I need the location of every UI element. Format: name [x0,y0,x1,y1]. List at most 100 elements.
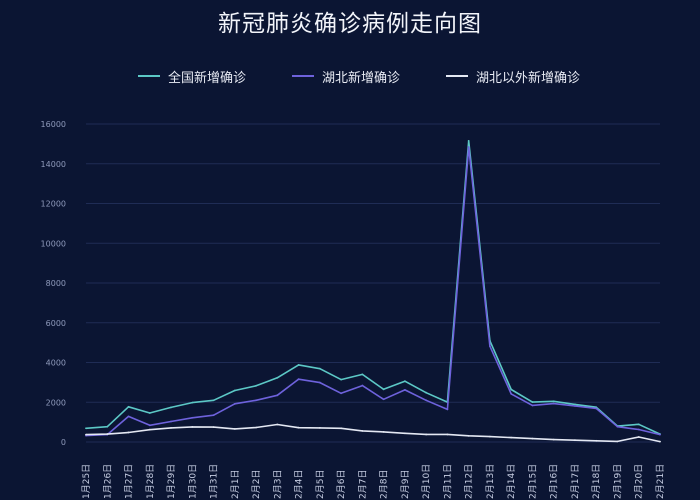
y-tick-label: 10000 [41,239,66,248]
data-point [425,433,428,436]
x-tick-label: 2月9日 [400,470,411,499]
data-point [595,407,598,410]
x-tick-label: 2月14日 [506,464,517,499]
y-tick-label: 2000 [46,398,66,407]
y-tick-label: 0 [61,438,66,447]
data-point [212,399,215,402]
data-point [446,408,449,411]
data-point [297,426,300,429]
data-point [255,399,257,402]
data-point [191,425,194,428]
data-point [255,384,257,387]
legend-item-hubei: 湖北新增确诊 [292,66,400,86]
data-point [425,391,428,394]
x-tick-label: 1月31日 [209,464,220,499]
data-point [340,392,343,395]
data-point [552,438,555,441]
data-point [233,402,236,405]
data-point [425,399,428,402]
data-point [403,432,406,435]
y-tick-label: 8000 [46,279,66,288]
data-point [297,363,300,366]
chart-title: 新冠肺炎确诊病例走向图 [218,11,482,37]
x-tick-label: 1月29日 [166,464,177,499]
data-point [127,431,130,434]
x-tick-label: 2月10日 [421,464,432,499]
data-point [552,400,555,403]
data-point [467,146,470,148]
legend-item-outside-hubei: 湖北以外新增确诊 [446,66,580,86]
data-point [595,439,598,442]
data-point [574,439,576,442]
data-point [659,433,661,436]
data-point [212,414,215,417]
data-point [170,426,172,429]
x-tick-label: 2月4日 [294,470,305,499]
data-point [318,381,321,384]
x-tick-label: 2月16日 [549,464,560,499]
data-point [531,404,534,407]
data-point [170,420,172,423]
data-point [382,388,385,391]
data-point [403,380,406,383]
data-point [148,412,151,414]
data-point [659,440,661,443]
data-point [255,426,257,429]
data-point [489,435,491,438]
x-tick-label: 2月2日 [251,470,262,499]
data-point [489,345,491,348]
x-tick-label: 1月28日 [145,464,156,499]
data-point [552,402,555,405]
x-tick-label: 2月5日 [315,470,326,499]
data-point [191,401,194,404]
legend-swatch-national [138,75,160,77]
legend-swatch-hubei [292,75,314,77]
data-point [531,437,534,440]
data-point [616,425,619,428]
data-point [170,406,172,409]
legend-item-national: 全国新增确诊 [138,66,246,86]
data-point [510,436,513,439]
data-point [85,427,87,430]
data-point [276,423,279,426]
legend-label-outside-hubei: 湖北以外新增确诊 [476,70,581,86]
data-point [276,394,279,397]
legend-label-hubei: 湖北新增确诊 [322,70,401,86]
y-tick-label: 14000 [41,160,66,169]
legend-label-national: 全国新增确诊 [168,70,247,86]
data-point [340,427,343,430]
data-point [212,426,215,428]
x-tick-label: 1月26日 [102,464,113,499]
x-tick-label: 2月8日 [379,470,390,499]
data-point [616,440,619,443]
data-point [510,393,513,395]
data-point [233,427,236,430]
data-point [510,388,513,391]
data-point [382,398,385,401]
data-point [106,433,109,435]
x-tick-label: 2月6日 [336,470,347,499]
x-tick-label: 1月30日 [187,464,198,499]
data-point [127,415,130,418]
data-point [361,373,364,376]
data-point [467,139,470,142]
data-point [361,384,364,387]
data-point [467,434,470,437]
x-tick-label: 2月21日 [655,464,666,499]
data-point [637,428,640,431]
x-tick-label: 2月1日 [230,470,241,499]
data-point [318,367,321,370]
data-point [276,376,279,379]
data-point [148,428,151,431]
data-point [361,429,364,432]
x-tick-label: 2月20日 [634,464,645,499]
data-point [127,405,130,408]
data-point [382,430,385,433]
data-point [106,425,109,428]
x-tick-label: 2月17日 [570,464,581,499]
x-tick-label: 2月7日 [357,470,368,499]
y-tick-label: 6000 [46,319,66,328]
data-point [191,416,194,419]
data-point [297,378,300,381]
data-point [148,424,151,427]
